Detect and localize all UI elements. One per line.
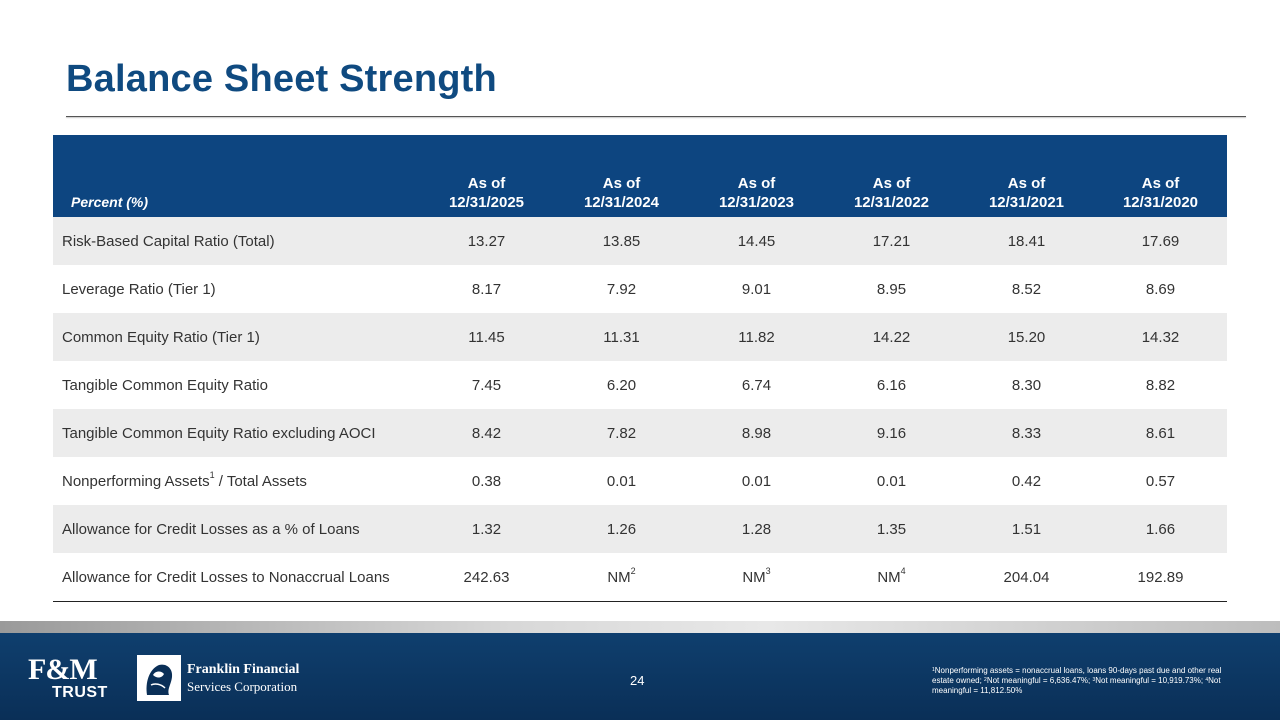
- table-cell: 17.69: [1094, 217, 1227, 265]
- column-header: As of 12/31/2025: [419, 135, 554, 217]
- table-cell: 0.01: [689, 457, 824, 505]
- table-cell: 6.20: [554, 361, 689, 409]
- table-cell: 8.33: [959, 409, 1094, 457]
- table-cell: 13.27: [419, 217, 554, 265]
- row-label: Common Equity Ratio (Tier 1): [53, 313, 419, 361]
- table-cell: 7.82: [554, 409, 689, 457]
- table-cell: 8.30: [959, 361, 1094, 409]
- column-header: As of 12/31/2023: [689, 135, 824, 217]
- table-cell: 1.26: [554, 505, 689, 553]
- table-row: Nonperforming Assets1 / Total Assets 0.38…: [53, 457, 1227, 505]
- row-label: Tangible Common Equity Ratio excluding A…: [53, 409, 419, 457]
- footer-accent-band: [0, 621, 1280, 633]
- franklin-logo-line1: Franklin Financial: [187, 662, 300, 677]
- table-cell: 8.61: [1094, 409, 1227, 457]
- table-cell: 14.32: [1094, 313, 1227, 361]
- table-cell: 1.32: [419, 505, 554, 553]
- table-cell: NM3: [689, 553, 824, 602]
- table-cell: 14.45: [689, 217, 824, 265]
- table-cell: 18.41: [959, 217, 1094, 265]
- table-cell: 6.16: [824, 361, 959, 409]
- page-title: Balance Sheet Strength: [66, 58, 497, 100]
- row-label: Leverage Ratio (Tier 1): [53, 265, 419, 313]
- table-cell: 1.28: [689, 505, 824, 553]
- table-cell: NM2: [554, 553, 689, 602]
- table-cell: 7.45: [419, 361, 554, 409]
- table-cell: 8.52: [959, 265, 1094, 313]
- row-label: Nonperforming Assets1 / Total Assets: [53, 457, 419, 505]
- table-row: Allowance for Credit Losses as a % of Lo…: [53, 505, 1227, 553]
- table-cell: 0.38: [419, 457, 554, 505]
- row-label: Allowance for Credit Losses to Nonaccrua…: [53, 553, 419, 602]
- table-cell: 8.95: [824, 265, 959, 313]
- table-cell: 0.42: [959, 457, 1094, 505]
- franklin-financial-logo: Franklin Financial Services Corporation: [137, 655, 307, 703]
- table-cell: 8.82: [1094, 361, 1227, 409]
- table-cell: 9.16: [824, 409, 959, 457]
- table-cell: 0.57: [1094, 457, 1227, 505]
- table-cell: 17.21: [824, 217, 959, 265]
- balance-sheet-table: Percent (%) As of 12/31/2025 As of 12/31/2…: [53, 135, 1227, 602]
- table-row: Leverage Ratio (Tier 1) 8.17 7.92 9.01 8.95 8…: [53, 265, 1227, 313]
- table-cell: 15.20: [959, 313, 1094, 361]
- table-row: Allowance for Credit Losses to Nonaccrua…: [53, 553, 1227, 602]
- table-header-row: Percent (%) As of 12/31/2025 As of 12/31/2…: [53, 135, 1227, 217]
- franklin-portrait-icon: [137, 655, 181, 701]
- table-cell: 1.35: [824, 505, 959, 553]
- fm-trust-logo: F&M TRUST: [28, 653, 108, 701]
- table-cell: 6.74: [689, 361, 824, 409]
- table-cell: 11.45: [419, 313, 554, 361]
- table-cell: 0.01: [824, 457, 959, 505]
- row-label: Tangible Common Equity Ratio: [53, 361, 419, 409]
- franklin-logo-line2: Services Corporation: [187, 679, 298, 694]
- table-row: Common Equity Ratio (Tier 1) 11.45 11.31 11…: [53, 313, 1227, 361]
- table-cell: 9.01: [689, 265, 824, 313]
- table-row: Risk-Based Capital Ratio (Total) 13.27 13.…: [53, 217, 1227, 265]
- table-cell: NM4: [824, 553, 959, 602]
- footnote: 1Nonperforming assets = nonaccrual loans…: [932, 666, 1222, 695]
- column-header: As of 12/31/2020: [1094, 135, 1227, 217]
- table-cell: 11.31: [554, 313, 689, 361]
- row-label: Risk-Based Capital Ratio (Total): [53, 217, 419, 265]
- column-header: As of 12/31/2021: [959, 135, 1094, 217]
- table-cell: 8.17: [419, 265, 554, 313]
- corner-header: Percent (%): [53, 135, 419, 217]
- column-header: As of 12/31/2024: [554, 135, 689, 217]
- table-cell: 242.63: [419, 553, 554, 602]
- table-cell: 8.42: [419, 409, 554, 457]
- table-cell: 14.22: [824, 313, 959, 361]
- row-label: Allowance for Credit Losses as a % of Lo…: [53, 505, 419, 553]
- table-row: Tangible Common Equity Ratio 7.45 6.20 6.74…: [53, 361, 1227, 409]
- table-cell: 1.66: [1094, 505, 1227, 553]
- page-number: 24: [630, 673, 645, 688]
- table-cell: 0.01: [554, 457, 689, 505]
- title-divider: [66, 116, 1246, 117]
- table-row: Tangible Common Equity Ratio excluding A…: [53, 409, 1227, 457]
- table-cell: 1.51: [959, 505, 1094, 553]
- column-header: As of 12/31/2022: [824, 135, 959, 217]
- table-cell: 7.92: [554, 265, 689, 313]
- table-cell: 13.85: [554, 217, 689, 265]
- table-cell: 192.89: [1094, 553, 1227, 602]
- footer: F&M TRUST Franklin Financial Services Co…: [0, 633, 1280, 720]
- table-cell: 8.69: [1094, 265, 1227, 313]
- table-cell: 8.98: [689, 409, 824, 457]
- table-cell: 204.04: [959, 553, 1094, 602]
- table-cell: 11.82: [689, 313, 824, 361]
